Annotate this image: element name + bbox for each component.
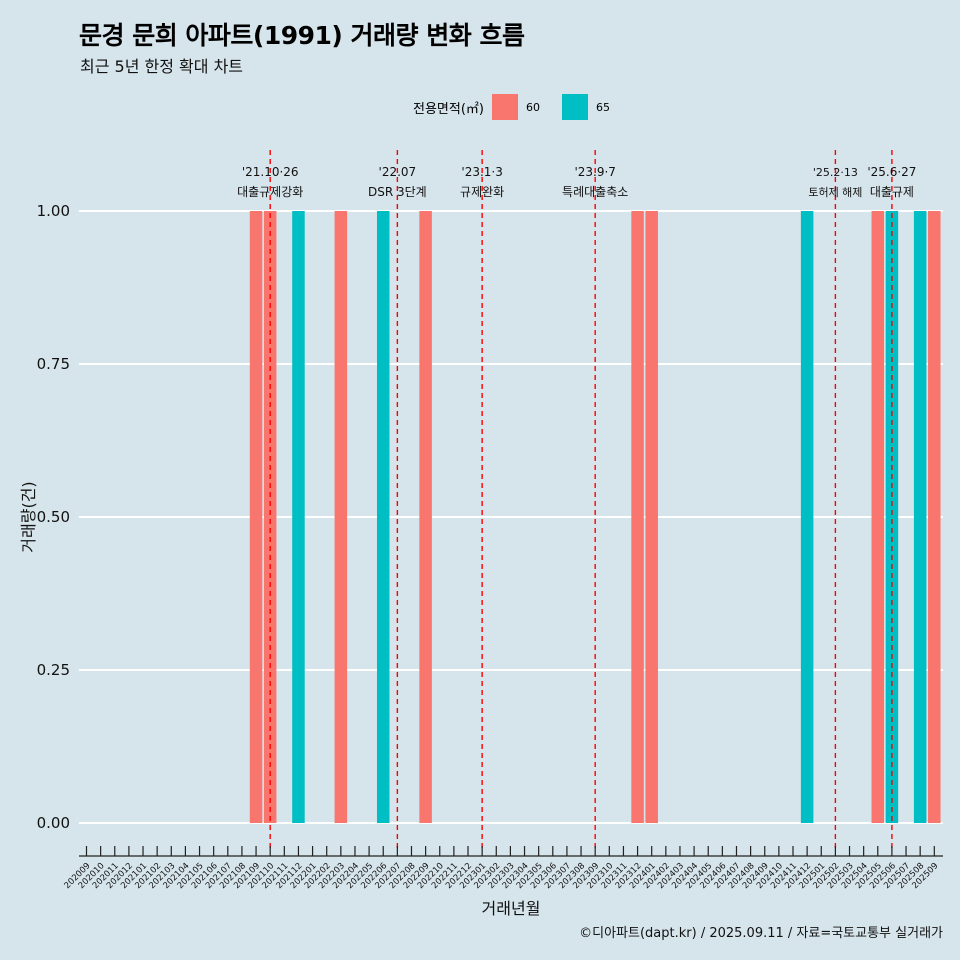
bar [871, 211, 885, 823]
y-axis-title: 거래량(건) [19, 481, 38, 552]
legend-title: 전용면적(㎡) [413, 101, 484, 117]
source-caption: ©디아파트(dapt.kr) / 2025.09.11 / 자료=국토교통부 실… [579, 926, 943, 941]
event-date-label: '21.10·26 [242, 165, 299, 179]
bar [419, 211, 432, 823]
chart-subtitle: 최근 5년 한정 확대 차트 [80, 57, 244, 76]
event-label: 대출규제강화 [237, 185, 303, 199]
y-tick-label: 0.50 [37, 508, 70, 526]
event-date-label: '22.07 [379, 165, 417, 179]
event-label: 대출규제 [870, 185, 914, 199]
event-date-label: '23.9·7 [574, 165, 615, 179]
y-tick-label: 0.25 [37, 661, 70, 679]
y-tick-label: 1.00 [37, 202, 70, 220]
legend-swatch-65 [561, 94, 588, 120]
legend-item-60: 60 [491, 94, 556, 120]
bar [928, 211, 941, 823]
bar [645, 211, 658, 823]
event-date-label: '25.6·27 [867, 165, 916, 179]
event-label: DSR 3단계 [368, 185, 427, 199]
event-label: 토허제 해제 [808, 185, 862, 199]
event-label: 규제완화 [460, 185, 504, 199]
bar [249, 211, 263, 823]
event-label: 특례대출축소 [562, 185, 628, 199]
legend: 전용면적(㎡) 60 65 [413, 92, 632, 122]
bar [376, 211, 390, 823]
event-date-label: '25.2·13 [813, 166, 858, 179]
legend-item-65: 65 [561, 94, 626, 120]
bar [631, 211, 644, 823]
x-axis-title: 거래년월 [482, 899, 541, 918]
bar [263, 211, 277, 823]
y-tick-label: 0.00 [37, 814, 70, 832]
chart-title: 문경 문희 아파트(1991) 거래량 변화 흐름 [79, 21, 525, 50]
bar [292, 211, 305, 823]
y-tick-label: 0.75 [37, 355, 70, 373]
legend-swatch-60 [491, 94, 518, 120]
bar [913, 211, 927, 823]
event-date-label: '23.1·3 [461, 165, 502, 179]
bar [800, 211, 814, 823]
bar [334, 211, 348, 823]
legend-label-65: 65 [595, 100, 610, 114]
bar [885, 211, 899, 823]
legend-label-60: 60 [525, 100, 540, 114]
